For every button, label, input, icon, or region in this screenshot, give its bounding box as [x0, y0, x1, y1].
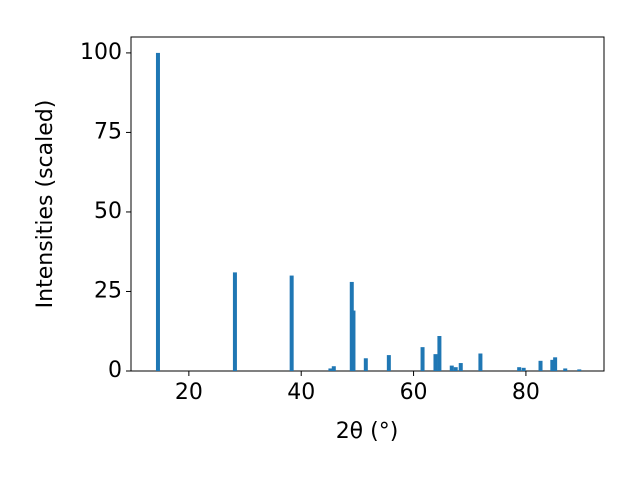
bar [538, 360, 543, 371]
bar [232, 272, 237, 371]
bar [453, 367, 458, 371]
y-tick-label: 75 [94, 119, 122, 144]
x-tick-label: 60 [400, 380, 428, 405]
bar [553, 357, 558, 371]
bar [433, 354, 438, 371]
bar [550, 359, 555, 371]
x-tick-label: 80 [512, 380, 540, 405]
y-tick-label: 100 [80, 40, 122, 65]
bar [331, 366, 336, 371]
bar [289, 275, 294, 371]
bar [478, 353, 483, 371]
bar [328, 368, 333, 371]
bar [449, 365, 454, 371]
y-tick-label: 25 [94, 278, 122, 303]
bar [563, 368, 568, 371]
bar [517, 367, 522, 371]
bar [437, 336, 442, 371]
bar [458, 363, 463, 371]
bar [577, 369, 582, 371]
bar [155, 52, 160, 372]
x-axis-label: 2θ (°) [336, 419, 399, 444]
y-tick-label: 0 [108, 358, 122, 383]
x-tick-label: 20 [175, 380, 203, 405]
plot-frame [130, 36, 605, 372]
x-tick-label: 40 [287, 380, 315, 405]
bar [521, 367, 526, 371]
y-axis-label: Intensities (scaled) [33, 100, 58, 309]
bar [363, 358, 368, 371]
bar [386, 355, 391, 371]
bar [420, 347, 425, 371]
bar [351, 310, 356, 371]
y-tick-label: 50 [94, 199, 122, 224]
